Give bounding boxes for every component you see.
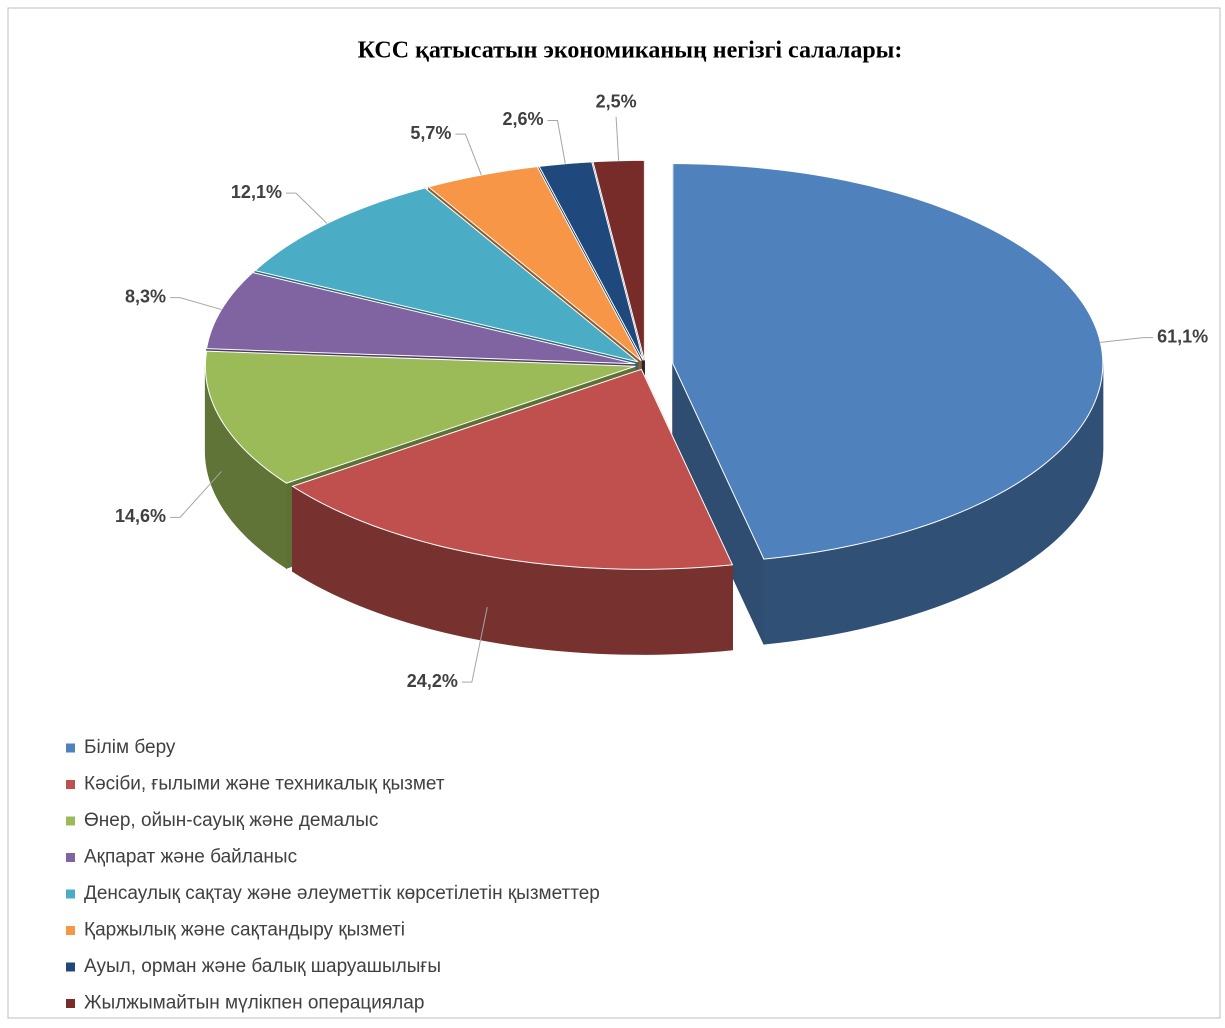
leader-line [547, 119, 566, 164]
leader-line [461, 606, 488, 683]
legend-marker [66, 853, 75, 862]
data-label: 61,1% [1157, 326, 1208, 346]
slice [427, 166, 642, 362]
legend-marker [66, 816, 75, 826]
chart-title: КСС қатысатын экономиканың негізгі салал… [358, 38, 903, 64]
slice [592, 159, 645, 361]
slice [205, 272, 636, 365]
slice [204, 350, 636, 484]
legend-label: Қаржылық және сақтандыру қызметі [84, 920, 405, 941]
legend-marker [66, 780, 75, 789]
legend-marker [66, 962, 75, 972]
legend-label: Білім беру [84, 737, 176, 758]
leader-line [455, 133, 482, 176]
data-label: 2,6% [502, 109, 543, 129]
legend-marker [66, 926, 75, 935]
legend-label: Жылжымайтын мүлікпен операциялар [84, 993, 424, 1014]
legend-marker [66, 889, 75, 899]
data-label: 5,7% [410, 123, 451, 143]
legend-marker [66, 743, 75, 753]
data-label: 2,5% [596, 92, 637, 112]
data-label: 12,1% [231, 182, 282, 202]
legend-label: Ақпарат және байланыс [84, 847, 297, 868]
leader-line [615, 116, 620, 161]
leader-line [170, 471, 222, 518]
data-label: 8,3% [125, 286, 166, 306]
legend-label: Өнер, ойын-сауық және демалыс [84, 810, 378, 831]
data-label: 24,2% [407, 671, 458, 691]
slice [538, 161, 644, 361]
slice [291, 368, 734, 570]
leader-line [170, 297, 222, 311]
legend-label: Денсаулық сақтау және әлеуметтік көрсеті… [84, 883, 600, 904]
legend-label: Кәсіби, ғылыми және техникалық қызмет [84, 774, 445, 795]
legend-marker [66, 999, 75, 1008]
leader-line [1100, 337, 1154, 343]
leader-line [285, 192, 328, 224]
data-label: 14,6% [115, 506, 166, 526]
slice-tops [204, 159, 1104, 570]
slice [253, 187, 639, 363]
legend-label: Ауыл, орман және балық шаруашылығы [84, 956, 441, 977]
